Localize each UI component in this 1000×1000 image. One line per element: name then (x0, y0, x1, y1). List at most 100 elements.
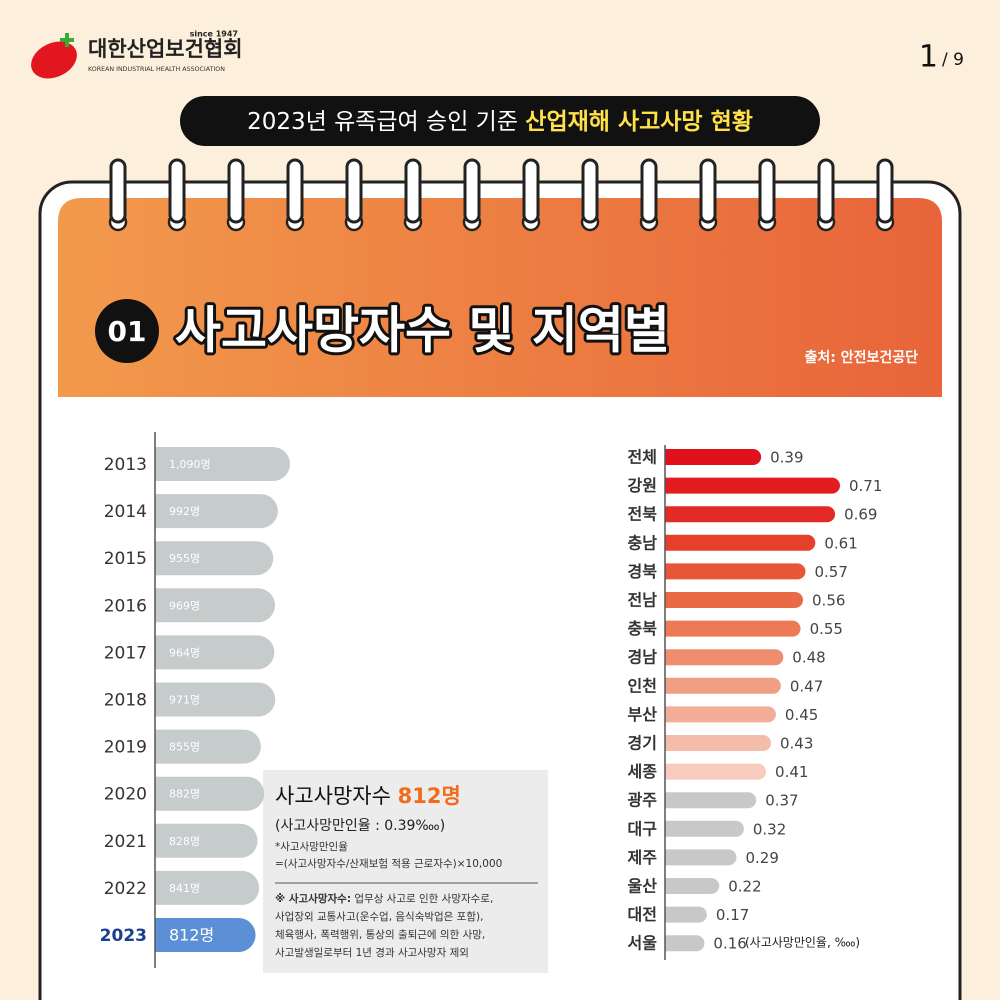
bar (665, 620, 801, 637)
section-title: 사고사망자수 및 지역별 (175, 302, 670, 360)
value-label: 855명 (169, 741, 200, 754)
banner-plain: 2023년 유족급여 승인 기준 (247, 109, 525, 135)
value-label: 964명 (169, 646, 200, 659)
bar (155, 494, 278, 529)
category-label: 경기 (628, 734, 657, 753)
category-label: 2016 (104, 596, 147, 616)
value-label: 0.17 (716, 906, 749, 924)
section-source: 출처: 안전보건공단 (804, 349, 918, 366)
category-label: 세종 (628, 762, 658, 781)
value-label: 0.47 (790, 677, 823, 695)
value-label: 0.56 (812, 592, 845, 610)
logo-english: KOREAN INDUSTRIAL HEALTH ASSOCIATION (88, 66, 225, 73)
note-definition-line: 업무상 사고로 인한 사망자수로, (351, 892, 493, 905)
bar (155, 635, 275, 670)
category-label: 2022 (104, 879, 147, 899)
value-label: 0.55 (810, 620, 843, 638)
value-label: 828명 (169, 835, 200, 848)
bar (155, 541, 274, 576)
value-label: 0.37 (765, 792, 798, 810)
bar (665, 592, 804, 608)
ring (640, 158, 658, 224)
value-label: 0.45 (785, 706, 818, 724)
value-label: 0.43 (780, 735, 813, 753)
category-label: 충북 (628, 619, 658, 638)
note-definition-line: 체육행사, 폭력행위, 통상의 출퇴근에 의한 사망, (275, 928, 485, 941)
bar (155, 870, 260, 905)
logo-name: 대한산업보건협회 (88, 37, 243, 61)
bar (155, 682, 276, 717)
category-label: 강원 (628, 476, 657, 495)
value-label: 882명 (169, 788, 200, 801)
banner-text: 2023년 유족급여 승인 기준 산업재해 사고사망 현황 (247, 109, 753, 135)
value-label: 1,090명 (169, 458, 211, 471)
category-label: 서울 (628, 934, 658, 953)
note-title-value: 812명 (398, 784, 461, 808)
note-definition-line: 사업장외 교통사고(운수업, 음식숙박업은 포함), (275, 910, 483, 923)
charts: 2013 1,090명 2014 992명 2015 955명 2016 969명 2017 96… (100, 432, 882, 968)
note-subtitle: (사고사망만인율 : 0.39‱) (275, 818, 445, 834)
bar (665, 735, 771, 751)
page-total: / 9 (942, 50, 964, 70)
bar (155, 776, 265, 811)
ring (758, 158, 776, 224)
bar (665, 935, 705, 952)
bar (665, 477, 840, 494)
banner (180, 96, 820, 146)
note-definition-label: ※ 사고사망자수: (275, 892, 351, 905)
calendar-header (58, 198, 942, 397)
category-label: 울산 (628, 877, 658, 896)
logo-since: since 1947 (190, 30, 238, 39)
value-label: 0.48 (792, 649, 825, 667)
ring (286, 158, 304, 224)
bar (155, 918, 256, 952)
category-label: 전북 (628, 505, 658, 524)
ring (463, 158, 481, 224)
bar (665, 706, 776, 723)
category-label: 2017 (104, 643, 147, 663)
ring (404, 158, 422, 224)
bar (155, 588, 276, 623)
bar (665, 906, 707, 923)
unit-note: (사고사망만인율, ‱) (745, 936, 860, 950)
category-label: 제주 (628, 848, 658, 867)
ring (345, 158, 363, 224)
ring (581, 158, 599, 224)
bar (665, 534, 816, 551)
category-label: 2019 (104, 738, 147, 758)
note-formula: =(사고사망자수/산재보험 적용 근로자수)×10,000 (275, 858, 502, 870)
ring (168, 158, 186, 224)
category-label: 2018 (104, 691, 147, 711)
note-box (263, 770, 548, 973)
value-label: 0.71 (849, 477, 882, 495)
category-label: 대구 (628, 819, 658, 838)
value-label: 971명 (169, 694, 200, 707)
bar (665, 792, 757, 809)
value-label: 0.29 (745, 849, 778, 867)
note-definition: ※ 사고사망자수: 업무상 사고로 인한 사망자수로, (275, 892, 493, 905)
note-title: 사고사망자수 812명 (275, 784, 461, 808)
ring (817, 158, 835, 224)
bar (665, 820, 744, 837)
logo-cross (65, 33, 69, 47)
bar (665, 849, 737, 866)
value-label: 0.61 (824, 534, 857, 552)
value-label: 0.41 (775, 763, 808, 781)
value-label: 0.16 (713, 935, 746, 953)
bar (155, 447, 290, 481)
bar (155, 729, 261, 764)
note-title-text: 사고사망자수 (275, 784, 398, 808)
bar (665, 449, 762, 465)
category-label: 2021 (104, 832, 147, 852)
ring (109, 158, 127, 224)
value-label: 0.69 (844, 506, 877, 524)
logo: 대한산업보건협회 since 1947 KOREAN INDUSTRIAL HE… (31, 30, 243, 79)
rings (108, 158, 895, 232)
value-label: 969명 (169, 599, 200, 612)
category-label: 2020 (104, 785, 147, 805)
category-label: 광주 (628, 791, 658, 810)
bar (665, 878, 720, 894)
logo-mark (31, 41, 77, 79)
value-label: 0.57 (814, 563, 847, 581)
bar (665, 506, 836, 523)
